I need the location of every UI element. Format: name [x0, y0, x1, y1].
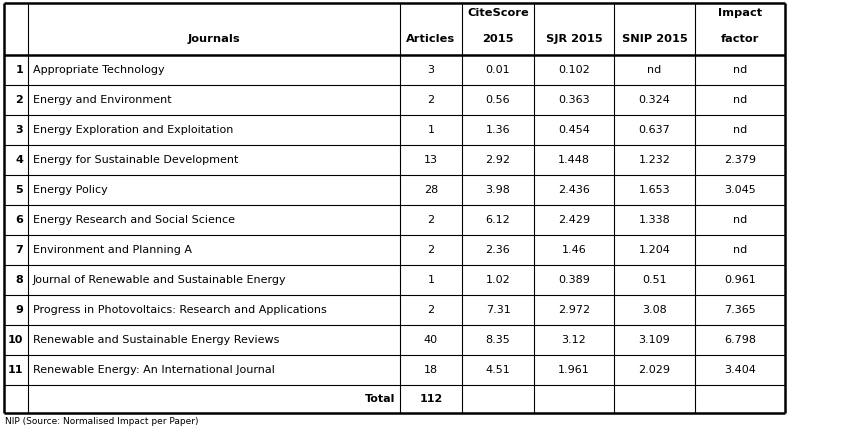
Text: Energy for Sustainable Development: Energy for Sustainable Development	[33, 155, 238, 165]
Text: Articles: Articles	[406, 34, 455, 44]
Text: 28: 28	[423, 185, 438, 195]
Text: 2: 2	[427, 215, 434, 225]
Text: Environment and Planning A: Environment and Planning A	[33, 245, 192, 255]
Text: 0.961: 0.961	[723, 275, 755, 285]
Text: SJR 2015: SJR 2015	[545, 34, 601, 44]
Text: Impact: Impact	[717, 8, 761, 18]
Text: 3: 3	[15, 125, 23, 135]
Text: 6.798: 6.798	[723, 335, 755, 345]
Text: 2.36: 2.36	[485, 245, 510, 255]
Text: Renewable and Sustainable Energy Reviews: Renewable and Sustainable Energy Reviews	[33, 335, 279, 345]
Text: Total: Total	[364, 394, 395, 404]
Text: 2: 2	[427, 95, 434, 105]
Text: Journals: Journals	[188, 34, 240, 44]
Text: 2.429: 2.429	[557, 215, 589, 225]
Text: 3.12: 3.12	[561, 335, 586, 345]
Text: nd: nd	[732, 125, 746, 135]
Text: nd: nd	[647, 65, 661, 75]
Text: SNIP 2015: SNIP 2015	[621, 34, 687, 44]
Text: 10: 10	[8, 335, 23, 345]
Text: CiteScore: CiteScore	[467, 8, 528, 18]
Text: 1: 1	[427, 275, 434, 285]
Text: Progress in Photovoltaics: Research and Applications: Progress in Photovoltaics: Research and …	[33, 305, 327, 315]
Text: nd: nd	[732, 95, 746, 105]
Text: Energy Research and Social Science: Energy Research and Social Science	[33, 215, 235, 225]
Text: Energy and Environment: Energy and Environment	[33, 95, 171, 105]
Text: 2015: 2015	[482, 34, 514, 44]
Text: 1.02: 1.02	[485, 275, 510, 285]
Text: 1.36: 1.36	[485, 125, 510, 135]
Text: Renewable Energy: An International Journal: Renewable Energy: An International Journ…	[33, 365, 275, 375]
Text: 0.389: 0.389	[557, 275, 589, 285]
Text: 1.653: 1.653	[638, 185, 670, 195]
Text: 7.365: 7.365	[723, 305, 755, 315]
Text: 3.045: 3.045	[723, 185, 755, 195]
Text: 1.961: 1.961	[558, 365, 589, 375]
Text: 3.404: 3.404	[723, 365, 755, 375]
Text: 112: 112	[419, 394, 442, 404]
Text: 0.51: 0.51	[641, 275, 666, 285]
Text: 11: 11	[8, 365, 23, 375]
Text: 1.204: 1.204	[638, 245, 670, 255]
Text: Appropriate Technology: Appropriate Technology	[33, 65, 165, 75]
Text: 4.51: 4.51	[485, 365, 510, 375]
Text: nd: nd	[732, 215, 746, 225]
Text: 40: 40	[423, 335, 438, 345]
Text: 0.363: 0.363	[558, 95, 589, 105]
Text: 0.56: 0.56	[485, 95, 510, 105]
Text: nd: nd	[732, 65, 746, 75]
Text: 2.379: 2.379	[723, 155, 755, 165]
Text: 3: 3	[427, 65, 434, 75]
Text: 1.46: 1.46	[561, 245, 586, 255]
Text: 2: 2	[427, 245, 434, 255]
Text: 3.98: 3.98	[485, 185, 510, 195]
Text: 2.972: 2.972	[557, 305, 589, 315]
Text: 9: 9	[15, 305, 23, 315]
Text: 2: 2	[15, 95, 23, 105]
Text: 5: 5	[15, 185, 23, 195]
Text: 2.436: 2.436	[557, 185, 589, 195]
Text: 8: 8	[15, 275, 23, 285]
Text: 0.637: 0.637	[638, 125, 670, 135]
Text: 13: 13	[423, 155, 438, 165]
Text: 1: 1	[15, 65, 23, 75]
Text: Energy Exploration and Exploitation: Energy Exploration and Exploitation	[33, 125, 233, 135]
Text: 18: 18	[423, 365, 438, 375]
Text: 1: 1	[427, 125, 434, 135]
Text: 0.324: 0.324	[638, 95, 670, 105]
Text: 2.92: 2.92	[485, 155, 510, 165]
Text: factor: factor	[720, 34, 758, 44]
Text: 0.102: 0.102	[558, 65, 589, 75]
Text: nd: nd	[732, 245, 746, 255]
Text: 8.35: 8.35	[485, 335, 510, 345]
Text: Energy Policy: Energy Policy	[33, 185, 107, 195]
Text: 2.029: 2.029	[638, 365, 670, 375]
Text: 2: 2	[427, 305, 434, 315]
Text: 6: 6	[15, 215, 23, 225]
Text: NIP (Source: Normalised Impact per Paper): NIP (Source: Normalised Impact per Paper…	[5, 417, 198, 426]
Text: Journal of Renewable and Sustainable Energy: Journal of Renewable and Sustainable Ene…	[33, 275, 287, 285]
Text: 0.01: 0.01	[485, 65, 510, 75]
Text: 0.454: 0.454	[557, 125, 589, 135]
Text: 3.109: 3.109	[638, 335, 670, 345]
Text: 6.12: 6.12	[485, 215, 510, 225]
Text: 1.448: 1.448	[557, 155, 589, 165]
Text: 7: 7	[15, 245, 23, 255]
Text: 7.31: 7.31	[485, 305, 510, 315]
Text: 4: 4	[15, 155, 23, 165]
Text: 1.232: 1.232	[638, 155, 670, 165]
Text: 1.338: 1.338	[638, 215, 670, 225]
Text: 3.08: 3.08	[641, 305, 666, 315]
